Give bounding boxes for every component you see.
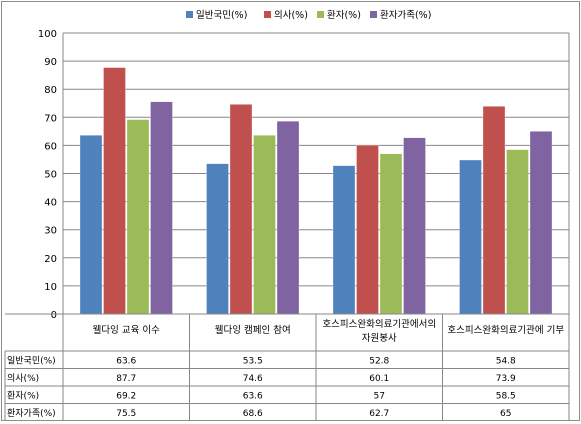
y-tick-label: 0 [51, 310, 57, 321]
bar [482, 106, 506, 315]
table-value: 63.6 [243, 391, 263, 401]
bar [459, 159, 482, 315]
bar [356, 144, 379, 315]
x-category-label: 웰다잉 캠페인 참여 [215, 324, 291, 336]
y-tick-label: 90 [44, 57, 57, 68]
table-value: 65 [500, 409, 511, 419]
bar [253, 135, 276, 315]
bar [506, 149, 529, 315]
bar [79, 135, 103, 315]
y-tick-label: 80 [44, 85, 57, 96]
y-tick-label: 40 [44, 198, 57, 209]
table-value: 54.8 [496, 356, 516, 366]
y-tick-label: 10 [44, 282, 57, 293]
bar-chart: 0 10 20 30 40 50 60 70 80 90 100 웰다잉 교육 이수 웰다잉 캠페인 참… [4, 9, 570, 422]
y-tick-label: 50 [44, 170, 57, 181]
bar [379, 153, 403, 315]
table-series-label: 환자가족(%) [7, 407, 56, 419]
table-series-label: 의사(%) [7, 373, 39, 384]
x-category-label: 웰다잉 교육 이수 [93, 324, 160, 336]
x-category-label: 호스피스완화의료기관에 기부 [447, 325, 564, 336]
legend-label: 환자(%) [327, 9, 361, 21]
table-series-label: 환자(%) [7, 389, 39, 401]
legend-swatch [317, 11, 324, 18]
legend-label: 환자가족(%) [380, 9, 431, 21]
legend-swatch [264, 11, 271, 18]
table-value: 68.6 [243, 409, 263, 419]
table-value: 62.7 [369, 409, 389, 419]
table-value: 52.8 [369, 356, 389, 366]
table-series-label: 일반국민(%) [7, 355, 56, 366]
bar [206, 163, 229, 315]
table-value: 58.5 [496, 391, 516, 401]
table-value: 53.5 [243, 356, 263, 366]
bar [529, 131, 553, 315]
y-tick-label: 20 [44, 254, 57, 265]
bar [229, 104, 253, 315]
y-tick-label: 70 [44, 113, 57, 124]
x-category-label: 호스피스완화의료기관에서의 [322, 319, 436, 330]
legend-label: 일반국민(%) [196, 10, 247, 21]
table-value: 60.1 [369, 374, 389, 384]
bar [276, 121, 300, 315]
table-value: 57 [374, 391, 385, 401]
legend-swatch [186, 11, 193, 18]
table-value: 73.9 [496, 374, 516, 384]
table-value: 74.6 [243, 374, 263, 384]
x-category-label: 자원봉사 [362, 333, 397, 344]
y-tick-label: 60 [44, 141, 57, 152]
bar [150, 101, 173, 315]
legend-label: 의사(%) [274, 10, 308, 21]
table-value: 75.5 [116, 409, 136, 419]
bar [403, 137, 426, 315]
bar [332, 165, 356, 315]
table-value: 69.2 [116, 391, 136, 401]
bar [126, 119, 150, 315]
y-tick-label: 30 [44, 226, 57, 237]
table-value: 63.6 [116, 356, 136, 366]
table-value: 87.7 [116, 374, 136, 384]
bar [103, 67, 126, 315]
y-tick-label: 100 [38, 29, 57, 40]
legend-swatch [370, 11, 377, 18]
